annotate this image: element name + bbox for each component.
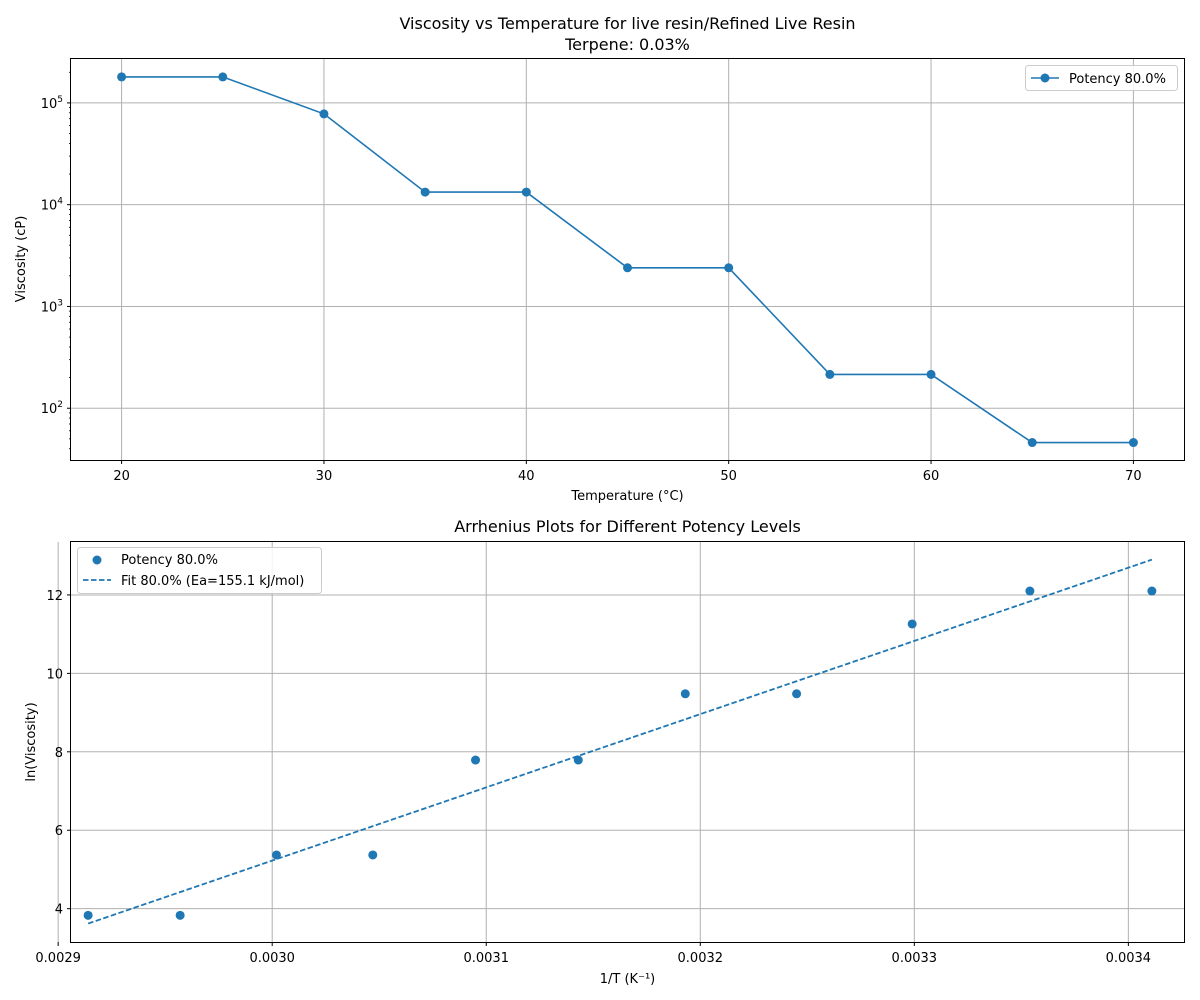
y-tick-label: 12 xyxy=(46,589,63,604)
x-axis-ticks: 0.0029 0.0030 0.0031 0.0032 0.0033 0.0034 xyxy=(35,942,1151,966)
data-point xyxy=(1027,438,1037,448)
y-tick-label: 6 xyxy=(55,824,63,839)
data-point xyxy=(471,755,481,765)
series-layer xyxy=(117,72,1138,448)
legend-box xyxy=(77,547,322,594)
legend-label: Potency 80.0% xyxy=(1069,72,1166,87)
y-tick-label: 105 xyxy=(41,95,63,112)
data-point xyxy=(83,910,93,920)
legend: Potency 80.0% Fit 80.0% (Ea=155.1 kJ/mol… xyxy=(77,547,322,594)
legend-marker-swatch xyxy=(92,555,102,565)
x-tick-label: 30 xyxy=(316,469,333,484)
series-line xyxy=(121,76,1134,444)
data-point xyxy=(680,689,690,699)
x-tick-label: 60 xyxy=(923,469,940,484)
fit-line xyxy=(87,558,1153,925)
data-point xyxy=(825,369,835,379)
data-point xyxy=(623,263,632,273)
x-axis-label: 1/T (K⁻¹) xyxy=(600,972,655,987)
y-tick-label: 102 xyxy=(41,400,63,417)
legend-marker-swatch xyxy=(1040,73,1050,83)
y-tick-label: 8 xyxy=(55,746,63,761)
data-point xyxy=(117,72,127,82)
data-point xyxy=(907,619,917,629)
x-tick-label: 20 xyxy=(113,469,130,484)
plot-frame xyxy=(70,58,1185,461)
chart-title: Arrhenius Plots for Different Potency Le… xyxy=(454,517,801,536)
y-axis-label: Viscosity (cP) xyxy=(14,216,29,303)
legend-label-fit: Fit 80.0% (Ea=155.1 kJ/mol) xyxy=(121,574,304,589)
x-tick-label: 0.0030 xyxy=(249,951,295,966)
data-point xyxy=(724,263,734,273)
legend: Potency 80.0% xyxy=(1025,65,1178,91)
viscosity-chart: Viscosity vs Temperature for live resin/… xyxy=(14,14,1185,504)
x-tick-label: 40 xyxy=(518,469,535,484)
data-point xyxy=(1147,586,1157,596)
x-tick-label: 0.0029 xyxy=(35,951,81,966)
data-point xyxy=(926,369,936,379)
data-point xyxy=(218,72,228,82)
x-axis-label: Temperature (°C) xyxy=(570,489,683,504)
chart-title-line2: Terpene: 0.03% xyxy=(564,35,690,54)
data-point xyxy=(175,910,185,920)
series-layer xyxy=(83,558,1157,925)
legend-box xyxy=(1025,65,1178,91)
data-point xyxy=(1128,438,1138,448)
x-tick-label: 0.0033 xyxy=(892,951,938,966)
grid xyxy=(71,59,1184,460)
data-point xyxy=(319,109,329,119)
y-tick-label: 4 xyxy=(55,903,63,918)
x-tick-label: 0.0032 xyxy=(678,951,724,966)
data-point xyxy=(521,187,531,197)
y-tick-label: 104 xyxy=(41,197,64,214)
x-tick-label: 50 xyxy=(720,469,737,484)
x-axis-ticks: 20 30 40 50 60 70 xyxy=(113,460,1142,484)
y-tick-label: 10 xyxy=(46,667,63,682)
y-axis-ticks: 4 6 8 10 12 xyxy=(46,589,71,918)
chart-title-line1: Viscosity vs Temperature for live resin/… xyxy=(399,14,855,33)
x-tick-label: 0.0034 xyxy=(1106,951,1152,966)
plot-frame xyxy=(70,541,1185,943)
data-point xyxy=(420,187,430,197)
y-axis-ticks: 102 103 104 105 xyxy=(41,71,71,450)
y-axis-label: ln(Viscosity) xyxy=(24,702,39,781)
y-tick-label: 103 xyxy=(41,298,63,315)
x-tick-label: 0.0031 xyxy=(463,951,509,966)
data-point xyxy=(792,689,802,699)
legend-label-scatter: Potency 80.0% xyxy=(121,553,218,568)
data-point xyxy=(271,850,281,860)
arrhenius-chart: Arrhenius Plots for Different Potency Le… xyxy=(24,517,1185,987)
data-point xyxy=(368,850,378,860)
data-point xyxy=(573,755,583,765)
x-tick-label: 70 xyxy=(1125,469,1142,484)
grid xyxy=(57,542,1184,942)
data-point xyxy=(1025,586,1035,596)
